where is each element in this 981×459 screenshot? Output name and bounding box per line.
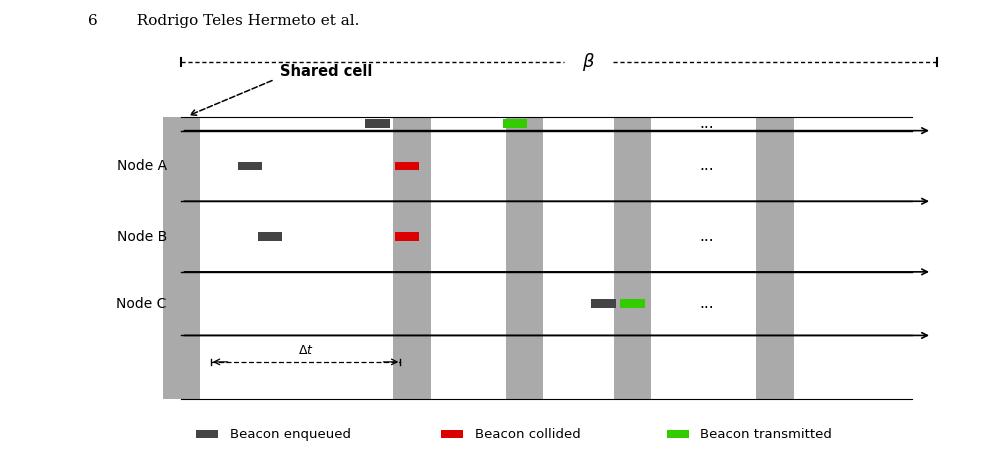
Text: Beacon transmitted: Beacon transmitted	[700, 428, 832, 441]
Bar	[441, 431, 463, 438]
Text: $\beta$: $\beta$	[582, 51, 595, 73]
Bar	[237, 162, 263, 170]
Text: 6        Rodrigo Teles Hermeto et al.: 6 Rodrigo Teles Hermeto et al.	[88, 14, 360, 28]
Text: ...: ...	[699, 158, 713, 174]
Bar	[163, 117, 200, 399]
Bar	[393, 117, 431, 399]
Bar	[621, 299, 645, 308]
Bar	[394, 162, 420, 170]
Text: ...: ...	[699, 229, 713, 244]
Text: Node B: Node B	[117, 230, 167, 244]
Bar	[196, 431, 218, 438]
Bar	[503, 119, 528, 128]
Bar	[366, 119, 390, 128]
Text: $\Delta t$: $\Delta t$	[297, 344, 314, 357]
Bar	[257, 232, 283, 241]
Bar	[394, 232, 420, 241]
Bar	[614, 117, 651, 399]
Text: Shared cell: Shared cell	[280, 64, 372, 79]
Text: ...: ...	[699, 116, 713, 131]
Text: Node C: Node C	[117, 297, 167, 311]
Bar	[506, 117, 543, 399]
Bar	[591, 299, 616, 308]
Text: Node A: Node A	[117, 159, 167, 173]
Bar	[756, 117, 794, 399]
Text: Beacon enqueued: Beacon enqueued	[230, 428, 350, 441]
Bar	[667, 431, 689, 438]
Text: ...: ...	[699, 296, 713, 311]
Text: Beacon collided: Beacon collided	[475, 428, 581, 441]
